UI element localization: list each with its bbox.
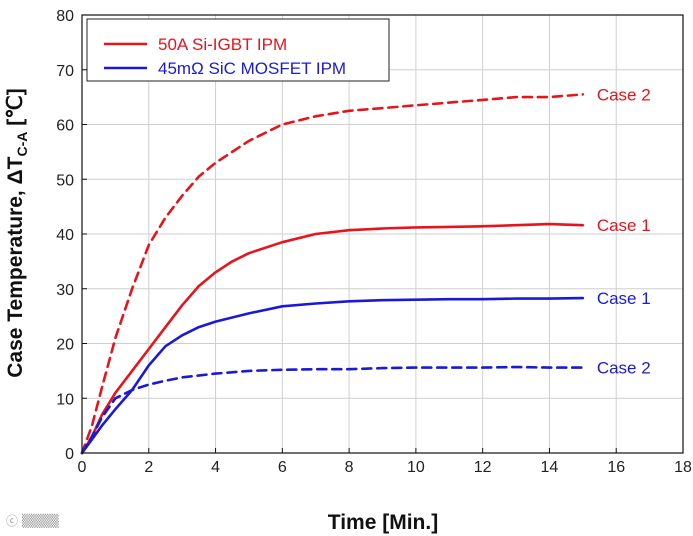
x-tick-label: 10 (407, 459, 425, 476)
y-tick-label: 80 (56, 8, 74, 25)
y-axis-title-main: Case Temperature, (4, 184, 27, 377)
annotations: Case 2 Case 1 Case 1 Case 2 (597, 85, 651, 377)
legend-label-sic: 45mΩ SiC MOSFET IPM (158, 59, 346, 78)
x-tick-label: 16 (607, 459, 625, 476)
x-tick-label: 0 (78, 459, 87, 476)
series-annotation-2: Case 1 (597, 289, 651, 308)
x-tick-label: 12 (474, 459, 492, 476)
y-tick-label: 50 (56, 172, 74, 189)
series-annotation-0: Case 2 (597, 85, 651, 104)
x-tick-label: 2 (144, 459, 153, 476)
y-tick-label: 70 (56, 63, 74, 80)
y-axis-title-delta: ΔT (4, 156, 27, 184)
series-annotation-1: Case 1 (597, 216, 651, 235)
x-tick-label: 4 (211, 459, 220, 476)
x-tick-label: 18 (674, 459, 692, 476)
legend: 50A Si-IGBT IPM 45mΩ SiC MOSFET IPM (86, 18, 390, 82)
x-axis-title: Time [Min.] (328, 511, 438, 534)
watermark-logo: ⓒ ▒▒▒▒ (6, 514, 59, 528)
x-tick-label: 14 (541, 459, 559, 476)
y-axis-title: Case Temperature, ΔTC-A [℃] (4, 88, 30, 378)
y-tick-label: 10 (56, 391, 74, 408)
x-tick-label: 8 (345, 459, 354, 476)
series-line-3 (80, 365, 585, 455)
series-line-2 (80, 296, 585, 455)
y-tick-label: 40 (56, 227, 74, 244)
series-group (80, 93, 585, 455)
y-tick-label: 20 (56, 337, 74, 354)
y-tick-label: 60 (56, 118, 74, 135)
series-annotation-3: Case 2 (597, 359, 651, 378)
series-line-0 (80, 93, 585, 455)
series-line-1 (80, 222, 585, 455)
y-axis-title-subscript: C-A (14, 132, 30, 157)
legend-box (86, 18, 390, 82)
y-tick-label: 30 (56, 282, 74, 299)
ticks: 0 2 4 6 8 10 12 14 16 18 0 10 20 30 40 50 60 70 80 (56, 8, 692, 476)
y-tick-label: 0 (65, 446, 74, 463)
x-tick-label: 6 (278, 459, 287, 476)
y-axis-title-unit: [℃] (4, 88, 27, 131)
legend-label-igbt: 50A Si-IGBT IPM (158, 35, 287, 54)
